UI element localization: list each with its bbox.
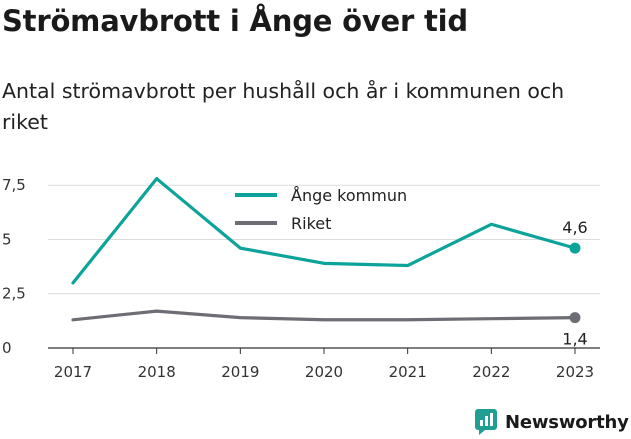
x-tick-label: 2019 bbox=[221, 363, 259, 381]
newsworthy-icon bbox=[475, 409, 497, 435]
x-tick-label: 2022 bbox=[472, 363, 510, 381]
legend-label-1: Riket bbox=[291, 214, 331, 233]
x-tick-label: 2021 bbox=[389, 363, 427, 381]
series-line-1 bbox=[71, 309, 577, 322]
x-tick-label: 2020 bbox=[305, 363, 343, 381]
x-tick-label: 2023 bbox=[556, 363, 594, 381]
chart-subtitle: Antal strömavbrott per hushåll och år i … bbox=[2, 79, 565, 134]
x-tick-label: 2018 bbox=[138, 363, 176, 381]
data-label-riket: 1,4 bbox=[562, 330, 587, 349]
series-end-point-1 bbox=[569, 312, 581, 324]
newsworthy-logo: Newsworthy bbox=[475, 409, 629, 435]
legend-label-0: Ånge kommun bbox=[291, 186, 407, 205]
series-line-0 bbox=[71, 177, 577, 285]
data-label-ange: 4,6 bbox=[562, 218, 587, 237]
chart-title: Strömavbrott i Ånge över tid bbox=[2, 4, 468, 38]
y-tick-label: 5 bbox=[2, 230, 12, 248]
y-tick-label: 7,5 bbox=[2, 176, 26, 194]
logo-text: Newsworthy bbox=[505, 411, 629, 433]
y-tick-label: 0 bbox=[2, 339, 12, 357]
series-end-point-0 bbox=[569, 242, 581, 254]
x-tick-label: 2017 bbox=[54, 363, 92, 381]
y-tick-label: 2,5 bbox=[2, 285, 26, 303]
